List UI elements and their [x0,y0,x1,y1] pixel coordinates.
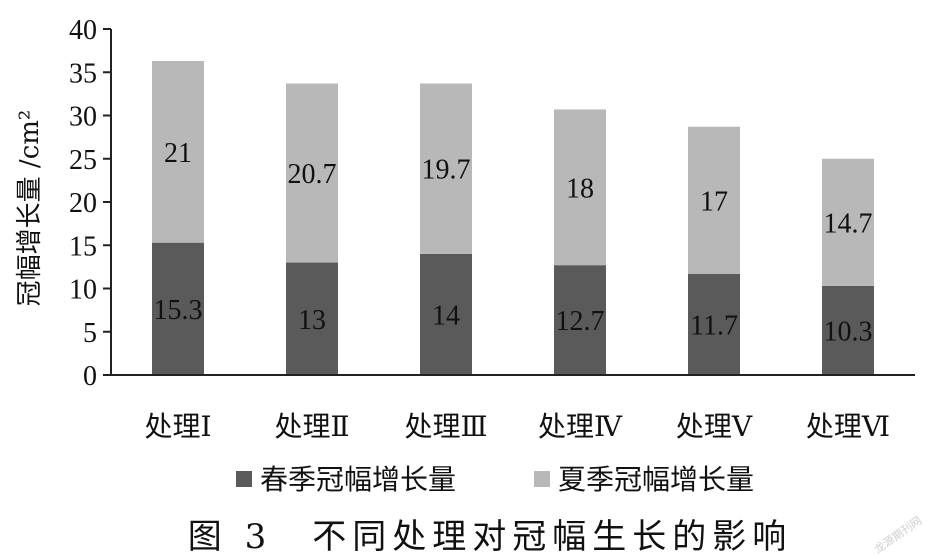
y-tick-label: 10 [69,275,97,306]
bar-spring [420,253,472,375]
y-tick-label: 40 [69,15,97,46]
data-label: 14.7 [824,208,873,239]
data-label: 18 [566,173,594,204]
y-tick-label: 5 [83,318,97,349]
data-label: 17 [700,186,728,217]
bar-spring [286,262,338,375]
data-label: 12.7 [556,306,605,337]
bar-spring [554,265,606,375]
legend-swatch [236,471,252,487]
data-label: 13 [298,305,326,336]
bars [152,61,874,375]
y-tick-label: 35 [69,58,97,89]
watermark: 龙源期刊网 [871,513,924,556]
bar-summer [420,83,472,254]
data-label: 11.7 [690,310,738,341]
bar-summer [152,61,204,243]
y-axis: 0 5 10 15 20 25 30 35 40 [69,15,112,392]
y-tick-label: 20 [69,188,97,219]
x-tick-label: 处理Ⅲ [404,410,487,443]
x-tick-label: 处理Ⅳ [538,410,623,443]
data-label: 15.3 [154,295,203,326]
y-axis-title: 冠幅增长量 /cm² [15,110,45,307]
bar-summer [822,158,874,286]
bar-spring [822,285,874,375]
y-tick-label: 15 [69,231,97,262]
y-tick-label: 0 [83,361,97,392]
x-tick-label: 处理Ⅰ [144,410,211,443]
figure-caption: 图 3 不同处理对冠幅生长的影响 [188,517,792,557]
data-label: 19.7 [422,155,471,186]
data-label: 20.7 [288,159,337,190]
x-tick-label: 处理Ⅴ [676,410,753,443]
bar-spring [152,242,204,375]
y-tick-label: 25 [69,145,97,176]
x-tick-label: 处理Ⅵ [806,410,890,443]
legend-label: 夏季冠幅增长量 [558,463,754,496]
legend: 春季冠幅增长量 夏季冠幅增长量 [236,463,754,496]
bar-summer [286,83,338,263]
bar-spring [688,273,740,375]
data-label: 14 [432,300,460,331]
data-label: 10.3 [824,316,873,347]
x-axis: 处理Ⅰ 处理Ⅱ 处理Ⅲ 处理Ⅳ 处理Ⅴ 处理Ⅵ [111,374,915,443]
x-tick-label: 处理Ⅱ [274,410,349,443]
y-tick-label: 30 [69,102,97,133]
bar-summer [688,126,740,274]
bar-summer [554,109,606,266]
legend-swatch [534,471,550,487]
data-label: 21 [164,138,192,169]
data-labels: 15.3 21 13 20.7 14 19.7 12.7 18 11.7 17 10.3 14.7 [154,138,873,348]
legend-label: 春季冠幅增长量 [260,463,456,496]
